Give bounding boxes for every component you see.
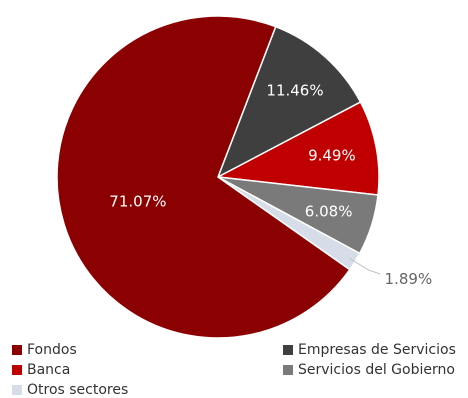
legend-item-empresas-de-servicios: Empresas de Servicios: [283, 342, 456, 358]
legend-item-banca: Banca: [12, 362, 70, 378]
legend-swatch-fondos: [12, 345, 22, 355]
legend: Fondos Empresas de Servicios Banca Servi…: [0, 338, 468, 398]
legend-label-otros-sectores: Otros sectores: [27, 382, 129, 398]
legend-label-fondos: Fondos: [27, 342, 77, 358]
legend-item-servicios-del-gobierno: Servicios del Gobierno: [283, 362, 455, 378]
data-label-otros-sectores: 1.89%: [385, 270, 433, 288]
legend-swatch-otros-sectores: [12, 385, 22, 395]
legend-item-otros-sectores: Otros sectores: [12, 382, 128, 398]
leader-line-otros-sectores: [349, 258, 381, 275]
legend-label-empresas-de-servicios: Empresas de Servicios: [298, 342, 456, 358]
pie-slices: [56, 15, 380, 339]
data-label-fondos: 71.07%: [109, 192, 166, 210]
legend-label-banca: Banca: [27, 362, 71, 378]
pie-slice-empresas-de-servicios: [216, 25, 362, 179]
legend-label-servicios-del-gobierno: Servicios del Gobierno: [298, 362, 455, 378]
data-label-servicios-del-gobierno: 6.08%: [305, 203, 353, 221]
data-label-banca: 9.49%: [308, 147, 356, 165]
data-label-empresas-de-servicios: 11.46%: [266, 81, 323, 99]
pie-slice-banca: [215, 101, 380, 196]
legend-item-fondos: Fondos: [12, 342, 77, 358]
legend-swatch-banca: [12, 365, 22, 375]
pie-labels: 11.46% 9.49% 6.08% 1.89% 71.07%: [109, 81, 432, 288]
legend-swatch-servicios-del-gobierno: [283, 365, 293, 375]
legend-swatch-empresas-de-servicios: [283, 345, 293, 355]
pie-slice-fondos: [56, 15, 351, 339]
